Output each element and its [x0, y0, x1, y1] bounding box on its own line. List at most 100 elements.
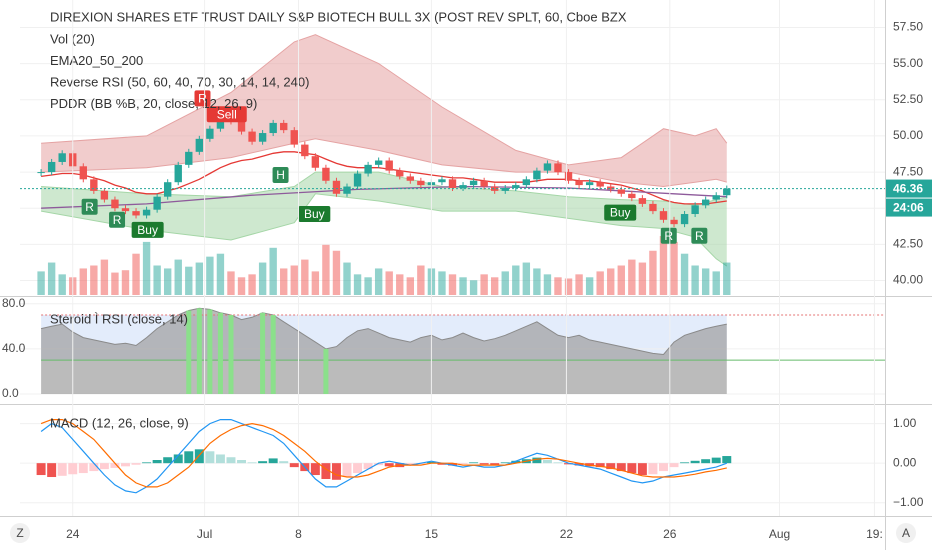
volume-bar — [163, 268, 172, 295]
volume-bar — [628, 259, 636, 295]
volume-bar — [723, 262, 731, 295]
macd-histogram-bar — [173, 454, 183, 464]
candle — [406, 176, 414, 181]
x-tick-label: 26 — [663, 527, 677, 541]
candle — [343, 186, 351, 194]
macd-histogram-bar — [363, 463, 373, 470]
candle — [111, 199, 119, 209]
candle — [617, 189, 625, 194]
macd-histogram-bar — [152, 460, 162, 464]
volume-bar — [448, 274, 457, 295]
candle — [701, 199, 710, 206]
macd-histogram-bar — [142, 462, 152, 464]
volume-bar — [374, 268, 383, 295]
macd-histogram-bar — [89, 463, 99, 472]
macd-histogram-bar — [78, 463, 88, 474]
candle — [512, 185, 520, 188]
candle — [132, 211, 140, 216]
macd-histogram-bar — [184, 451, 194, 464]
candle — [374, 160, 383, 165]
macd-histogram-bar — [268, 458, 278, 464]
macd-histogram-bar — [110, 463, 120, 468]
candle — [269, 122, 277, 134]
volume-bar — [649, 250, 657, 295]
candle — [596, 182, 604, 187]
candle — [206, 128, 214, 139]
candle — [237, 121, 246, 132]
macd-histogram-bar — [342, 463, 352, 478]
rsi-highlight — [228, 315, 234, 394]
candle — [712, 195, 720, 200]
signal-marker — [272, 166, 289, 183]
candle — [364, 164, 372, 174]
candle — [185, 151, 193, 165]
macd-histogram-bar — [490, 463, 500, 466]
y-tick-label: 50.00 — [893, 128, 923, 142]
signal-marker — [691, 227, 708, 244]
volume-bar — [554, 277, 562, 295]
candle — [121, 208, 130, 212]
y-tick-label: −1.00 — [893, 495, 924, 509]
signal-marker — [131, 221, 164, 238]
candle — [396, 170, 404, 177]
macd-histogram-bar — [500, 462, 510, 464]
zoom-button[interactable] — [10, 523, 30, 543]
ema-line — [41, 185, 727, 209]
band-upper — [41, 34, 728, 166]
volume-bar — [47, 262, 56, 295]
signal-marker — [660, 227, 677, 244]
y-tick-label: 40.0 — [2, 341, 26, 355]
candle — [353, 173, 362, 187]
signal-marker — [206, 106, 247, 123]
signal-label: R — [198, 92, 207, 106]
last-price: 46.36 — [893, 182, 923, 196]
band-lower — [41, 193, 728, 267]
macd-histogram-bar — [479, 463, 489, 465]
signal-label: H — [276, 168, 285, 182]
volume-bar — [385, 271, 393, 295]
macd-histogram-bar — [99, 463, 109, 470]
volume-bar — [206, 256, 214, 295]
countdown-box — [886, 198, 932, 217]
y-tick-label: 42.50 — [893, 237, 923, 251]
volume-bar — [290, 265, 298, 295]
signal-marker — [298, 206, 331, 223]
macd-histogram-bar — [458, 463, 468, 464]
volume-bar — [543, 274, 552, 295]
macd-histogram-bar — [384, 463, 394, 467]
macd-histogram-bar — [426, 461, 436, 464]
candle — [723, 188, 731, 196]
candle — [301, 144, 309, 157]
rsi-highlight — [207, 309, 213, 394]
volume-bar — [533, 268, 541, 295]
volume-bar — [396, 274, 404, 295]
signal-label: Buy — [304, 207, 325, 221]
volume-bar — [459, 277, 467, 295]
volume-bar — [691, 265, 699, 295]
volume-bar — [501, 271, 509, 295]
candle — [79, 166, 87, 180]
auto-button-label[interactable]: A — [902, 526, 910, 540]
zoom-button-label[interactable]: Z — [16, 526, 23, 540]
volume-bar — [638, 262, 647, 295]
macd-histogram-bar — [616, 463, 626, 472]
y-tick-label: 57.50 — [893, 20, 923, 34]
rsi-highlight — [270, 315, 276, 394]
x-tick-label: 19: — [866, 527, 883, 541]
signal-label: Buy — [137, 223, 158, 237]
x-tick-label: 8 — [295, 527, 302, 541]
candle — [216, 118, 225, 129]
auto-button[interactable] — [896, 523, 916, 543]
candle — [554, 163, 562, 173]
volume-bar — [227, 271, 235, 295]
volume-bar — [585, 277, 594, 295]
rsi-line — [40, 307, 727, 356]
last-price-box — [886, 179, 932, 198]
volume-bar — [322, 244, 330, 295]
y-tick-label: 52.50 — [893, 92, 923, 106]
rsi-area-fill — [41, 308, 727, 394]
volume-bar — [280, 268, 288, 295]
macd-line — [40, 419, 728, 494]
volume-bar — [512, 265, 520, 295]
candle — [564, 172, 573, 181]
